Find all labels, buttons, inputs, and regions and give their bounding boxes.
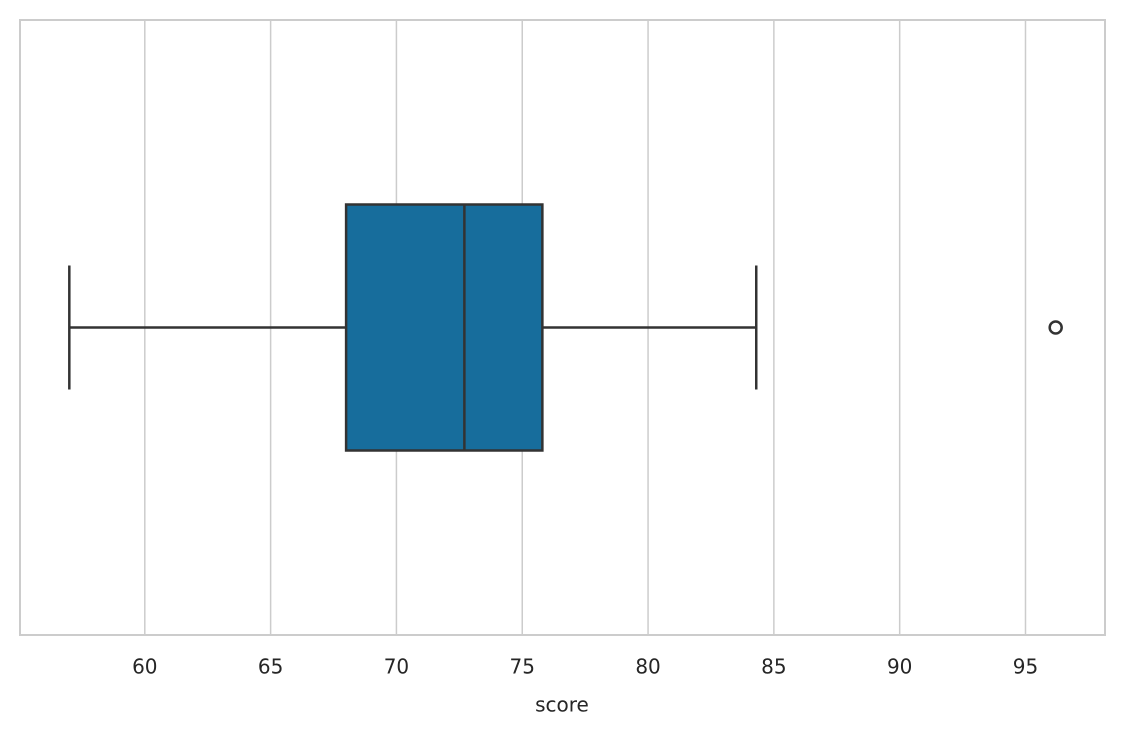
x-tick-label: 65 — [258, 655, 283, 679]
x-axis-label: score — [535, 693, 589, 717]
plot-frame — [19, 19, 1106, 636]
x-tick-label: 85 — [761, 655, 786, 679]
x-tick-label: 70 — [384, 655, 409, 679]
x-tick-label: 95 — [1013, 655, 1038, 679]
x-tick-label: 90 — [887, 655, 912, 679]
x-tick-label: 80 — [635, 655, 660, 679]
x-tick-label: 60 — [132, 655, 157, 679]
x-tick-label: 75 — [510, 655, 535, 679]
box — [344, 203, 544, 452]
outlier — [1048, 320, 1063, 335]
